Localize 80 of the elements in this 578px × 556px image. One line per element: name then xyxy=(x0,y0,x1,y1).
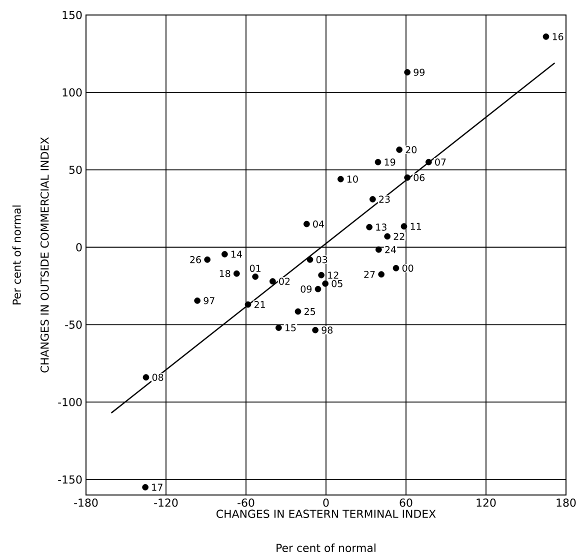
x-tick-label: -60 xyxy=(238,498,254,507)
point xyxy=(194,297,201,304)
annotation: 98 xyxy=(322,326,333,334)
point xyxy=(396,146,403,153)
point xyxy=(404,174,411,181)
point xyxy=(369,196,376,202)
annotation: 06 xyxy=(414,174,425,182)
point xyxy=(375,246,382,253)
x-tick-label: 0 xyxy=(323,498,329,507)
x-tick-label: -120 xyxy=(154,498,178,507)
annotation: 20 xyxy=(406,146,417,154)
annotation: 16 xyxy=(552,33,564,40)
point xyxy=(378,271,385,278)
annotation: 97 xyxy=(204,297,214,304)
point xyxy=(400,223,408,230)
y-tick-label: 150 xyxy=(62,10,82,20)
point xyxy=(542,33,550,40)
annotation: 07 xyxy=(435,158,446,166)
x-tick-label: -180 xyxy=(74,498,98,507)
x-tick-label: 60 xyxy=(400,498,412,507)
y-tick-label: -100 xyxy=(58,398,82,406)
point xyxy=(337,176,344,182)
x-axis-title: CHANGES IN EASTERN TERMINAL INDEX xyxy=(216,510,436,518)
y-tick-label: 100 xyxy=(62,88,82,97)
annotation: 24 xyxy=(385,246,396,254)
y-tick-label: -50 xyxy=(65,320,82,329)
point xyxy=(142,374,150,381)
point xyxy=(312,326,319,334)
point xyxy=(244,301,252,308)
point xyxy=(306,256,314,263)
annotation: 05 xyxy=(332,280,342,288)
point xyxy=(404,69,411,76)
annotation: 27 xyxy=(364,270,375,278)
y-tick-label: 50 xyxy=(69,166,82,174)
annotation: 23 xyxy=(379,196,390,203)
text: Per cent of normal xyxy=(276,544,376,552)
text: Per cent of normal xyxy=(12,206,21,304)
point xyxy=(275,324,282,331)
annotation: 99 xyxy=(414,68,425,76)
y-axis-title: CHANGES IN OUTSIDE COMMERCIAL INDEX xyxy=(40,137,49,372)
annotation: 08 xyxy=(152,374,164,381)
point xyxy=(318,272,325,278)
annotation: 10 xyxy=(348,176,358,183)
annotation: 02 xyxy=(279,278,290,285)
annotation: 22 xyxy=(394,232,404,240)
point xyxy=(204,256,211,263)
annotation: 17 xyxy=(152,484,162,491)
annotation: 21 xyxy=(254,301,265,308)
point xyxy=(374,158,382,166)
annotation: 00 xyxy=(402,264,414,272)
annotation: 14 xyxy=(232,250,242,258)
y-tick-label: -150 xyxy=(58,475,82,484)
annotation: 03 xyxy=(316,256,328,264)
annotation: 09 xyxy=(300,285,312,293)
annotation: 18 xyxy=(220,270,230,278)
annotation: 11 xyxy=(410,222,421,230)
annotation: 04 xyxy=(313,220,324,228)
y-tick-label: 0 xyxy=(76,243,82,252)
point xyxy=(384,233,391,240)
point xyxy=(294,308,302,315)
annotation: 12 xyxy=(328,272,338,279)
annotation: 01 xyxy=(250,264,260,272)
annotation: 13 xyxy=(376,224,386,231)
annotation: 19 xyxy=(384,158,396,166)
point xyxy=(142,484,149,490)
point xyxy=(252,273,259,280)
annotation: 26 xyxy=(190,256,201,264)
point xyxy=(303,220,310,228)
point xyxy=(233,270,240,277)
point xyxy=(221,251,228,258)
point xyxy=(366,224,373,230)
annotation: 25 xyxy=(304,308,316,316)
x-tick-label: 180 xyxy=(556,498,576,507)
annotation: 15 xyxy=(286,324,296,332)
point xyxy=(425,158,432,166)
point xyxy=(392,264,400,272)
x-tick-label: 120 xyxy=(476,498,496,507)
point xyxy=(314,286,322,292)
point xyxy=(269,278,276,285)
point xyxy=(322,280,329,287)
